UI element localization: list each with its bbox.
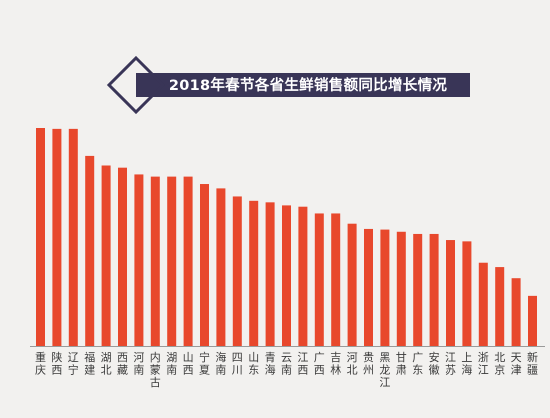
x-tick-label: 海南 bbox=[215, 350, 226, 377]
x-tick-label: 浙江 bbox=[478, 351, 489, 377]
x-tick-label: 贵州 bbox=[363, 351, 374, 377]
x-tick-label: 内蒙古 bbox=[150, 350, 161, 389]
x-tick-label: 湖南 bbox=[166, 351, 177, 377]
bar-浙江 bbox=[478, 262, 488, 346]
x-tick-label: 广东 bbox=[412, 351, 423, 377]
bar-吉林 bbox=[331, 213, 341, 346]
x-tick-label: 云南 bbox=[281, 351, 292, 377]
x-tick-label: 宁夏 bbox=[199, 350, 210, 377]
x-tick-label: 黑龙江 bbox=[379, 351, 390, 389]
x-tick-label: 北京 bbox=[494, 351, 505, 377]
bar-安徽 bbox=[429, 233, 439, 346]
bar-广西 bbox=[314, 213, 324, 346]
bar-河南 bbox=[134, 174, 144, 346]
x-tick-label: 天津 bbox=[511, 351, 522, 377]
bar-江西 bbox=[298, 206, 308, 346]
bar-天津 bbox=[511, 278, 521, 346]
bar-西藏 bbox=[118, 167, 127, 346]
bar-湖南 bbox=[167, 176, 177, 346]
bars-group bbox=[36, 128, 537, 346]
x-tick-label: 湖北 bbox=[101, 351, 112, 377]
x-tick-label: 陕西 bbox=[51, 350, 62, 377]
x-tick-label: 辽宁 bbox=[68, 351, 79, 377]
x-tick-label: 河北 bbox=[347, 351, 358, 377]
bar-江苏 bbox=[446, 240, 455, 346]
bar-贵州 bbox=[364, 228, 373, 346]
bar-山东 bbox=[249, 200, 259, 346]
bar-广东 bbox=[413, 233, 423, 346]
bar-青海 bbox=[265, 202, 275, 346]
bar-河北 bbox=[347, 223, 357, 346]
x-tick-label: 江西 bbox=[297, 351, 308, 377]
x-tick-label: 山东 bbox=[248, 351, 259, 377]
bar-宁夏 bbox=[200, 184, 209, 346]
x-tick-label: 上海 bbox=[461, 351, 472, 377]
x-tick-label: 安徽 bbox=[429, 350, 440, 377]
title-background bbox=[136, 73, 470, 97]
x-tick-label: 四川 bbox=[232, 351, 243, 377]
title-banner-graphic bbox=[106, 56, 470, 114]
x-tick-label: 新疆 bbox=[527, 350, 538, 377]
bar-四川 bbox=[232, 196, 242, 346]
x-tick-label: 河南 bbox=[133, 351, 144, 377]
x-tick-labels: 重庆陕西辽宁福建湖北西藏河南内蒙古湖南山西宁夏海南四川山东青海云南江西广西吉林河… bbox=[35, 350, 538, 389]
chart-title-banner: 2018年春节各省生鲜销售额同比增长情况 bbox=[100, 56, 480, 114]
x-tick-label: 甘肃 bbox=[396, 351, 407, 377]
x-tick-label: 山西 bbox=[183, 351, 194, 377]
bar-黑龙江 bbox=[380, 229, 390, 346]
x-tick-label: 青海 bbox=[265, 351, 276, 377]
bar-新疆 bbox=[528, 295, 537, 346]
bar-甘肃 bbox=[396, 231, 406, 346]
x-tick-label: 重庆 bbox=[35, 350, 46, 377]
x-tick-label: 福建 bbox=[84, 350, 95, 377]
bar-海南 bbox=[216, 188, 226, 346]
bar-陕西 bbox=[52, 128, 62, 346]
bar-云南 bbox=[282, 205, 291, 346]
bar-湖北 bbox=[101, 165, 111, 346]
bar-福建 bbox=[85, 155, 95, 346]
chart-title: 2018年春节各省生鲜销售额同比增长情况 bbox=[168, 78, 448, 94]
bar-重庆 bbox=[36, 128, 45, 346]
bar-内蒙古 bbox=[150, 176, 160, 346]
x-tick-label: 江苏 bbox=[445, 351, 456, 377]
bar-山西 bbox=[183, 176, 193, 346]
bar-辽宁 bbox=[68, 128, 78, 346]
title-diamond-frame bbox=[106, 56, 166, 114]
x-tick-label: 吉林 bbox=[330, 351, 341, 377]
x-tick-label: 西藏 bbox=[117, 351, 128, 377]
bar-上海 bbox=[462, 241, 472, 346]
x-tick-label: 广西 bbox=[314, 351, 325, 377]
bar-北京 bbox=[495, 267, 505, 346]
